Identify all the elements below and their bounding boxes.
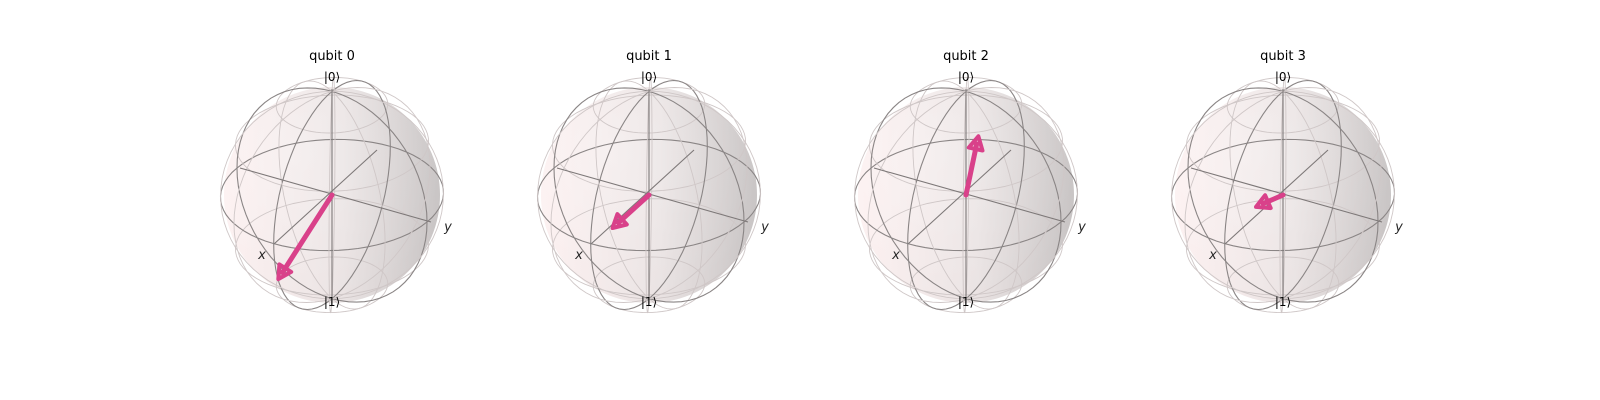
vector-arrowhead: [966, 134, 985, 153]
y-axis-label: y: [1077, 220, 1086, 235]
meridian-ring: [553, 87, 745, 303]
sphere-title: qubit 1: [626, 49, 672, 64]
meridian-ring: [962, 76, 970, 314]
meridian-ring: [854, 90, 1078, 300]
meridian-ring: [907, 79, 1025, 311]
ket-one-label: |1⟩: [641, 295, 657, 309]
y-axis-line: [556, 167, 749, 223]
ket-zero-label: |0⟩: [641, 70, 657, 84]
bloch-sphere-qubit-2: qubit 2 |0⟩ |1⟩ x y: [853, 49, 1086, 314]
x-axis-line: [273, 149, 378, 245]
vector-arrowhead: [1254, 193, 1273, 211]
vector-arrowhead: [276, 262, 294, 282]
meridian-ring: [1279, 76, 1287, 314]
y-axis-label: y: [443, 220, 452, 235]
meridian-ring: [236, 87, 428, 303]
sphere-wireframe: [1170, 76, 1396, 314]
x-axis-label: x: [891, 248, 900, 263]
x-axis-label: x: [574, 248, 583, 263]
state-vector: [276, 192, 335, 282]
state-vector: [963, 134, 985, 198]
state-vector: [1254, 192, 1286, 211]
y-axis-line: [1190, 167, 1383, 223]
bloch-sphere-qubit-0: qubit 0 |0⟩ |1⟩ x y: [219, 49, 452, 314]
meridian-ring: [328, 76, 336, 314]
meridian-ring: [1187, 87, 1379, 303]
y-axis-line: [239, 167, 432, 223]
meridian-ring: [867, 87, 1065, 303]
x-axis-line: [907, 149, 1012, 245]
meridian-ring: [273, 79, 391, 311]
x-axis-label: x: [1208, 248, 1217, 263]
bloch-sphere-qubit-3: qubit 3 |0⟩ |1⟩ x y: [1170, 49, 1403, 314]
meridian-ring: [1171, 90, 1395, 300]
meridian-ring: [1184, 87, 1382, 303]
meridian-ring: [1224, 79, 1342, 311]
ket-one-label: |1⟩: [958, 295, 974, 309]
ket-one-label: |1⟩: [324, 295, 340, 309]
meridian-ring: [590, 79, 708, 311]
ket-one-label: |1⟩: [1275, 295, 1291, 309]
vector-arrowhead: [610, 212, 629, 230]
meridian-ring: [595, 80, 703, 310]
bloch-sphere-qubit-1: qubit 1 |0⟩ |1⟩ x y: [536, 49, 769, 314]
sphere-wireframe: [536, 76, 762, 314]
meridian-ring: [278, 80, 386, 310]
meridian-ring: [220, 90, 444, 300]
x-axis-line: [590, 149, 695, 245]
meridian-ring: [537, 90, 761, 300]
x-axis-label: x: [257, 248, 266, 263]
ket-zero-label: |0⟩: [958, 70, 974, 84]
sphere-title: qubit 3: [1260, 49, 1306, 64]
ket-zero-label: |0⟩: [324, 70, 340, 84]
y-axis-label: y: [1394, 220, 1403, 235]
sphere-title: qubit 2: [943, 49, 989, 64]
meridian-ring: [1229, 80, 1337, 310]
y-axis-label: y: [760, 220, 769, 235]
sphere-title: qubit 0: [309, 49, 355, 64]
meridian-ring: [870, 87, 1062, 303]
sphere-wireframe: [219, 76, 445, 314]
y-axis-line: [873, 167, 1066, 223]
vector-shaft: [963, 141, 980, 198]
ket-zero-label: |0⟩: [1275, 70, 1291, 84]
meridian-ring: [550, 87, 748, 303]
sphere-wireframe: [853, 76, 1079, 314]
meridian-ring: [645, 76, 653, 314]
meridian-ring: [912, 80, 1020, 310]
vector-shaft: [280, 192, 335, 275]
meridian-ring: [233, 87, 431, 303]
state-vector: [610, 192, 652, 230]
